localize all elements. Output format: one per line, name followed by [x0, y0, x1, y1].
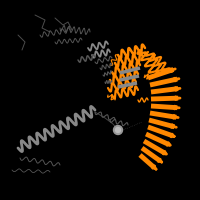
Circle shape: [114, 126, 122, 134]
Circle shape: [116, 128, 120, 132]
